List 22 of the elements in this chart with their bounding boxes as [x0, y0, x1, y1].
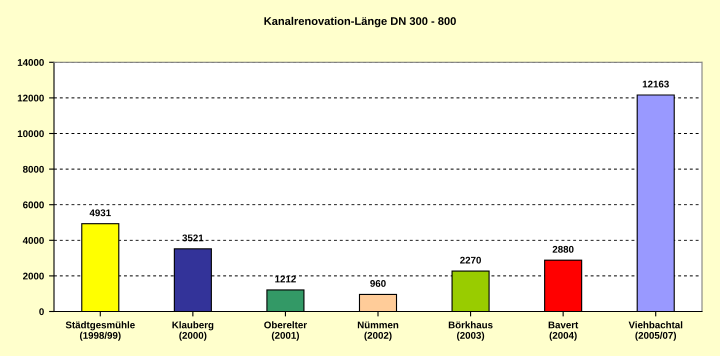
- x-tick-label: Bavert (2004): [548, 322, 578, 341]
- y-tick-label: 8000: [22, 166, 44, 173]
- y-tick-label: 4000: [22, 237, 44, 244]
- x-tick-label: Klauberg (2000): [172, 321, 214, 341]
- x-tick-label: Börkhaus (2003): [448, 321, 493, 341]
- x-tick-label: Nümmen (2002): [358, 322, 398, 341]
- y-tick-label: 0: [39, 308, 44, 316]
- data-label: 12163: [642, 80, 669, 88]
- y-tick-label: 12000: [18, 94, 44, 102]
- y-tick-label: 2000: [22, 272, 44, 280]
- y-tick-label: 6000: [23, 201, 44, 208]
- x-tick-label: Städtgesmühle (1998/99): [66, 321, 135, 341]
- x-tick-label: Viehbachtal (2005/07): [628, 321, 682, 341]
- y-tick-label: 10000: [18, 130, 44, 138]
- data-label: 960: [370, 280, 386, 287]
- data-label: 4931: [90, 209, 111, 216]
- data-label: 2880: [552, 246, 574, 253]
- x-tick-label: Oberelter (2001): [264, 321, 307, 341]
- data-label: 2270: [460, 256, 481, 264]
- y-tick-label: 14000: [18, 59, 44, 66]
- chart-title: Kanalrenovation-Länge DN 300 - 800: [264, 16, 456, 28]
- data-label: 1212: [275, 276, 296, 282]
